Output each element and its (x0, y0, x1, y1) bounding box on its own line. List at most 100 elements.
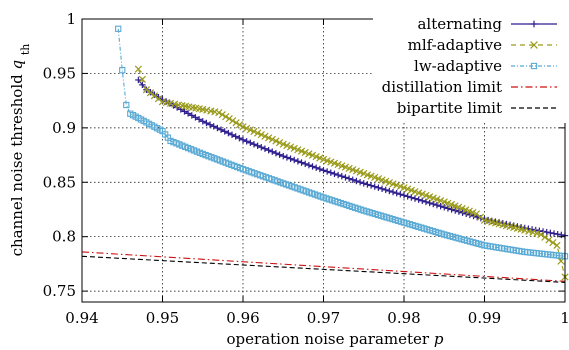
data-point (334, 171, 342, 179)
x-tick-label: 0.94 (65, 309, 98, 327)
data-point (139, 81, 146, 89)
data-point (192, 114, 199, 121)
data-point (243, 138, 250, 145)
data-point (364, 181, 371, 188)
data-point (225, 115, 233, 123)
data-point (115, 25, 122, 32)
legend-marker (530, 41, 538, 49)
data-point (243, 124, 251, 132)
data-point (138, 75, 146, 84)
data-point (264, 134, 273, 142)
data-point (222, 113, 230, 121)
legend-label: bipartite limit (397, 99, 502, 117)
data-point (246, 126, 254, 134)
series-line (81, 255, 566, 283)
data-point (323, 168, 331, 175)
y-tick-label: 0.8 (52, 228, 76, 246)
data-point (181, 108, 188, 115)
data-point (134, 65, 142, 73)
data-point (188, 112, 195, 119)
series-line (137, 68, 566, 278)
data-point (250, 127, 258, 136)
data-point (541, 233, 549, 241)
data-point (349, 176, 356, 183)
data-point (312, 164, 320, 171)
data-point (411, 195, 419, 202)
data-point (356, 178, 364, 186)
data-point (250, 141, 258, 148)
x-tick-label: 0.96 (226, 309, 259, 327)
data-point (135, 76, 142, 84)
legend-item: bipartite limit (397, 99, 557, 117)
y-tick-label: 0.85 (43, 173, 76, 191)
data-point (195, 116, 203, 123)
data-point (287, 155, 294, 162)
data-point (331, 170, 338, 178)
data-point (275, 138, 284, 147)
data-point (254, 129, 262, 137)
data-point (367, 182, 375, 189)
data-point (550, 230, 558, 237)
data-point (239, 136, 247, 144)
data-point (123, 101, 130, 109)
x-tick-label: 1 (560, 309, 569, 327)
y-tick-label: 0.95 (43, 64, 76, 82)
data-point (422, 198, 430, 206)
data-point (210, 123, 217, 130)
y-tick-label: 0.9 (52, 119, 76, 137)
data-point (353, 177, 360, 185)
data-point (545, 236, 553, 244)
legend-item: alternating (417, 15, 557, 33)
x-axis-label-text: operation noise parameter (227, 330, 430, 348)
data-point (146, 89, 155, 97)
data-point (426, 199, 433, 207)
data-point (265, 147, 272, 154)
data-point (119, 67, 126, 74)
data-point (225, 129, 232, 137)
data-point (269, 148, 276, 155)
legend-marker (530, 20, 538, 28)
data-point (553, 241, 561, 250)
legend-item: lw-adaptive (414, 57, 557, 75)
legend-label: mlf-adaptive (408, 36, 502, 54)
data-point (305, 161, 313, 169)
legend: alternating mlf-adaptive lw-adaptive distil… (373, 11, 567, 123)
legend-label: alternating (417, 15, 502, 33)
data-point (397, 191, 404, 198)
x-axis-label: operation noise parameter p (227, 330, 444, 348)
y-axis-label: channel noise threshold q th (8, 44, 32, 257)
data-point (375, 184, 382, 191)
legend-background (373, 11, 567, 123)
data-point (199, 118, 206, 125)
data-point (150, 92, 159, 100)
data-point (444, 205, 452, 212)
data-point (452, 207, 459, 214)
data-point (393, 189, 400, 197)
data-point (203, 119, 210, 127)
legend-item: distillation limit (382, 78, 557, 96)
data-point (433, 201, 441, 209)
data-point (229, 117, 237, 125)
data-point (547, 229, 554, 237)
data-point (404, 193, 411, 200)
data-point (228, 131, 236, 138)
data-point (215, 108, 223, 117)
data-point (543, 228, 550, 236)
data-point (554, 231, 561, 238)
x-tick-label: 0.99 (468, 309, 501, 327)
data-point (345, 175, 353, 182)
data-point (441, 204, 448, 211)
data-point (221, 128, 228, 135)
data-point (268, 135, 276, 144)
data-point (280, 152, 287, 160)
data-point (309, 163, 316, 170)
data-point (261, 145, 269, 152)
data-point (537, 230, 545, 239)
series-layer (81, 25, 569, 283)
y-axis-label-sub: th (19, 44, 32, 56)
data-point (386, 187, 393, 195)
data-point (415, 196, 422, 203)
data-point (327, 169, 335, 176)
x-axis-label-var: p (434, 330, 444, 348)
legend-label: lw-adaptive (414, 57, 502, 75)
